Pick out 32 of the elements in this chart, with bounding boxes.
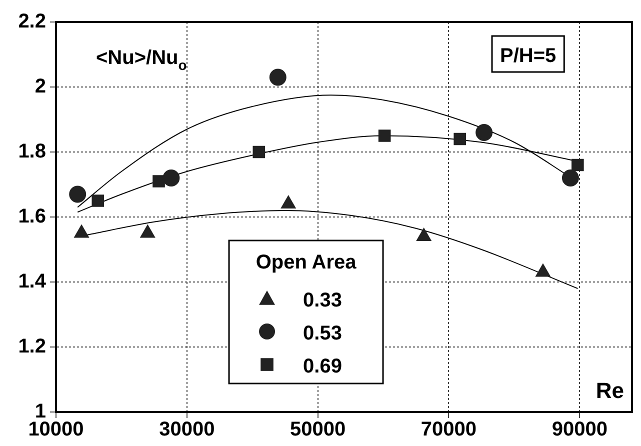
annotation: P/H=5 [500,45,556,67]
point [562,170,579,186]
legend-title: Open Area [256,252,358,274]
point [162,170,180,186]
legend-label: 0.69 [303,356,342,378]
x-tick-label: 30000 [159,418,215,441]
x-tick-label: 50000 [290,418,346,441]
point [152,175,165,188]
point [416,228,432,241]
point [536,264,550,277]
y-tick-label: 1.4 [18,270,47,293]
point [74,224,89,238]
legend-label: 0.53 [303,322,342,345]
x-tick-label: 90000 [552,418,608,441]
point [454,132,466,146]
legend-label: 0.33 [303,290,342,312]
y-tick-label: 1.2 [18,336,46,358]
point [69,186,86,203]
y-tick-label: 1.8 [18,140,46,163]
point [476,124,493,141]
y-tick-label: 1.6 [18,206,46,228]
point [140,224,156,238]
x-axis-title: Re [596,378,624,403]
point [269,68,286,86]
point [280,196,296,208]
point [378,130,391,142]
y-tick-label: 2.2 [18,10,46,33]
point [92,194,104,207]
point [572,158,584,172]
x-tick-label: 70000 [420,418,477,441]
point [252,146,266,158]
y-tick-label: 2 [34,76,46,98]
